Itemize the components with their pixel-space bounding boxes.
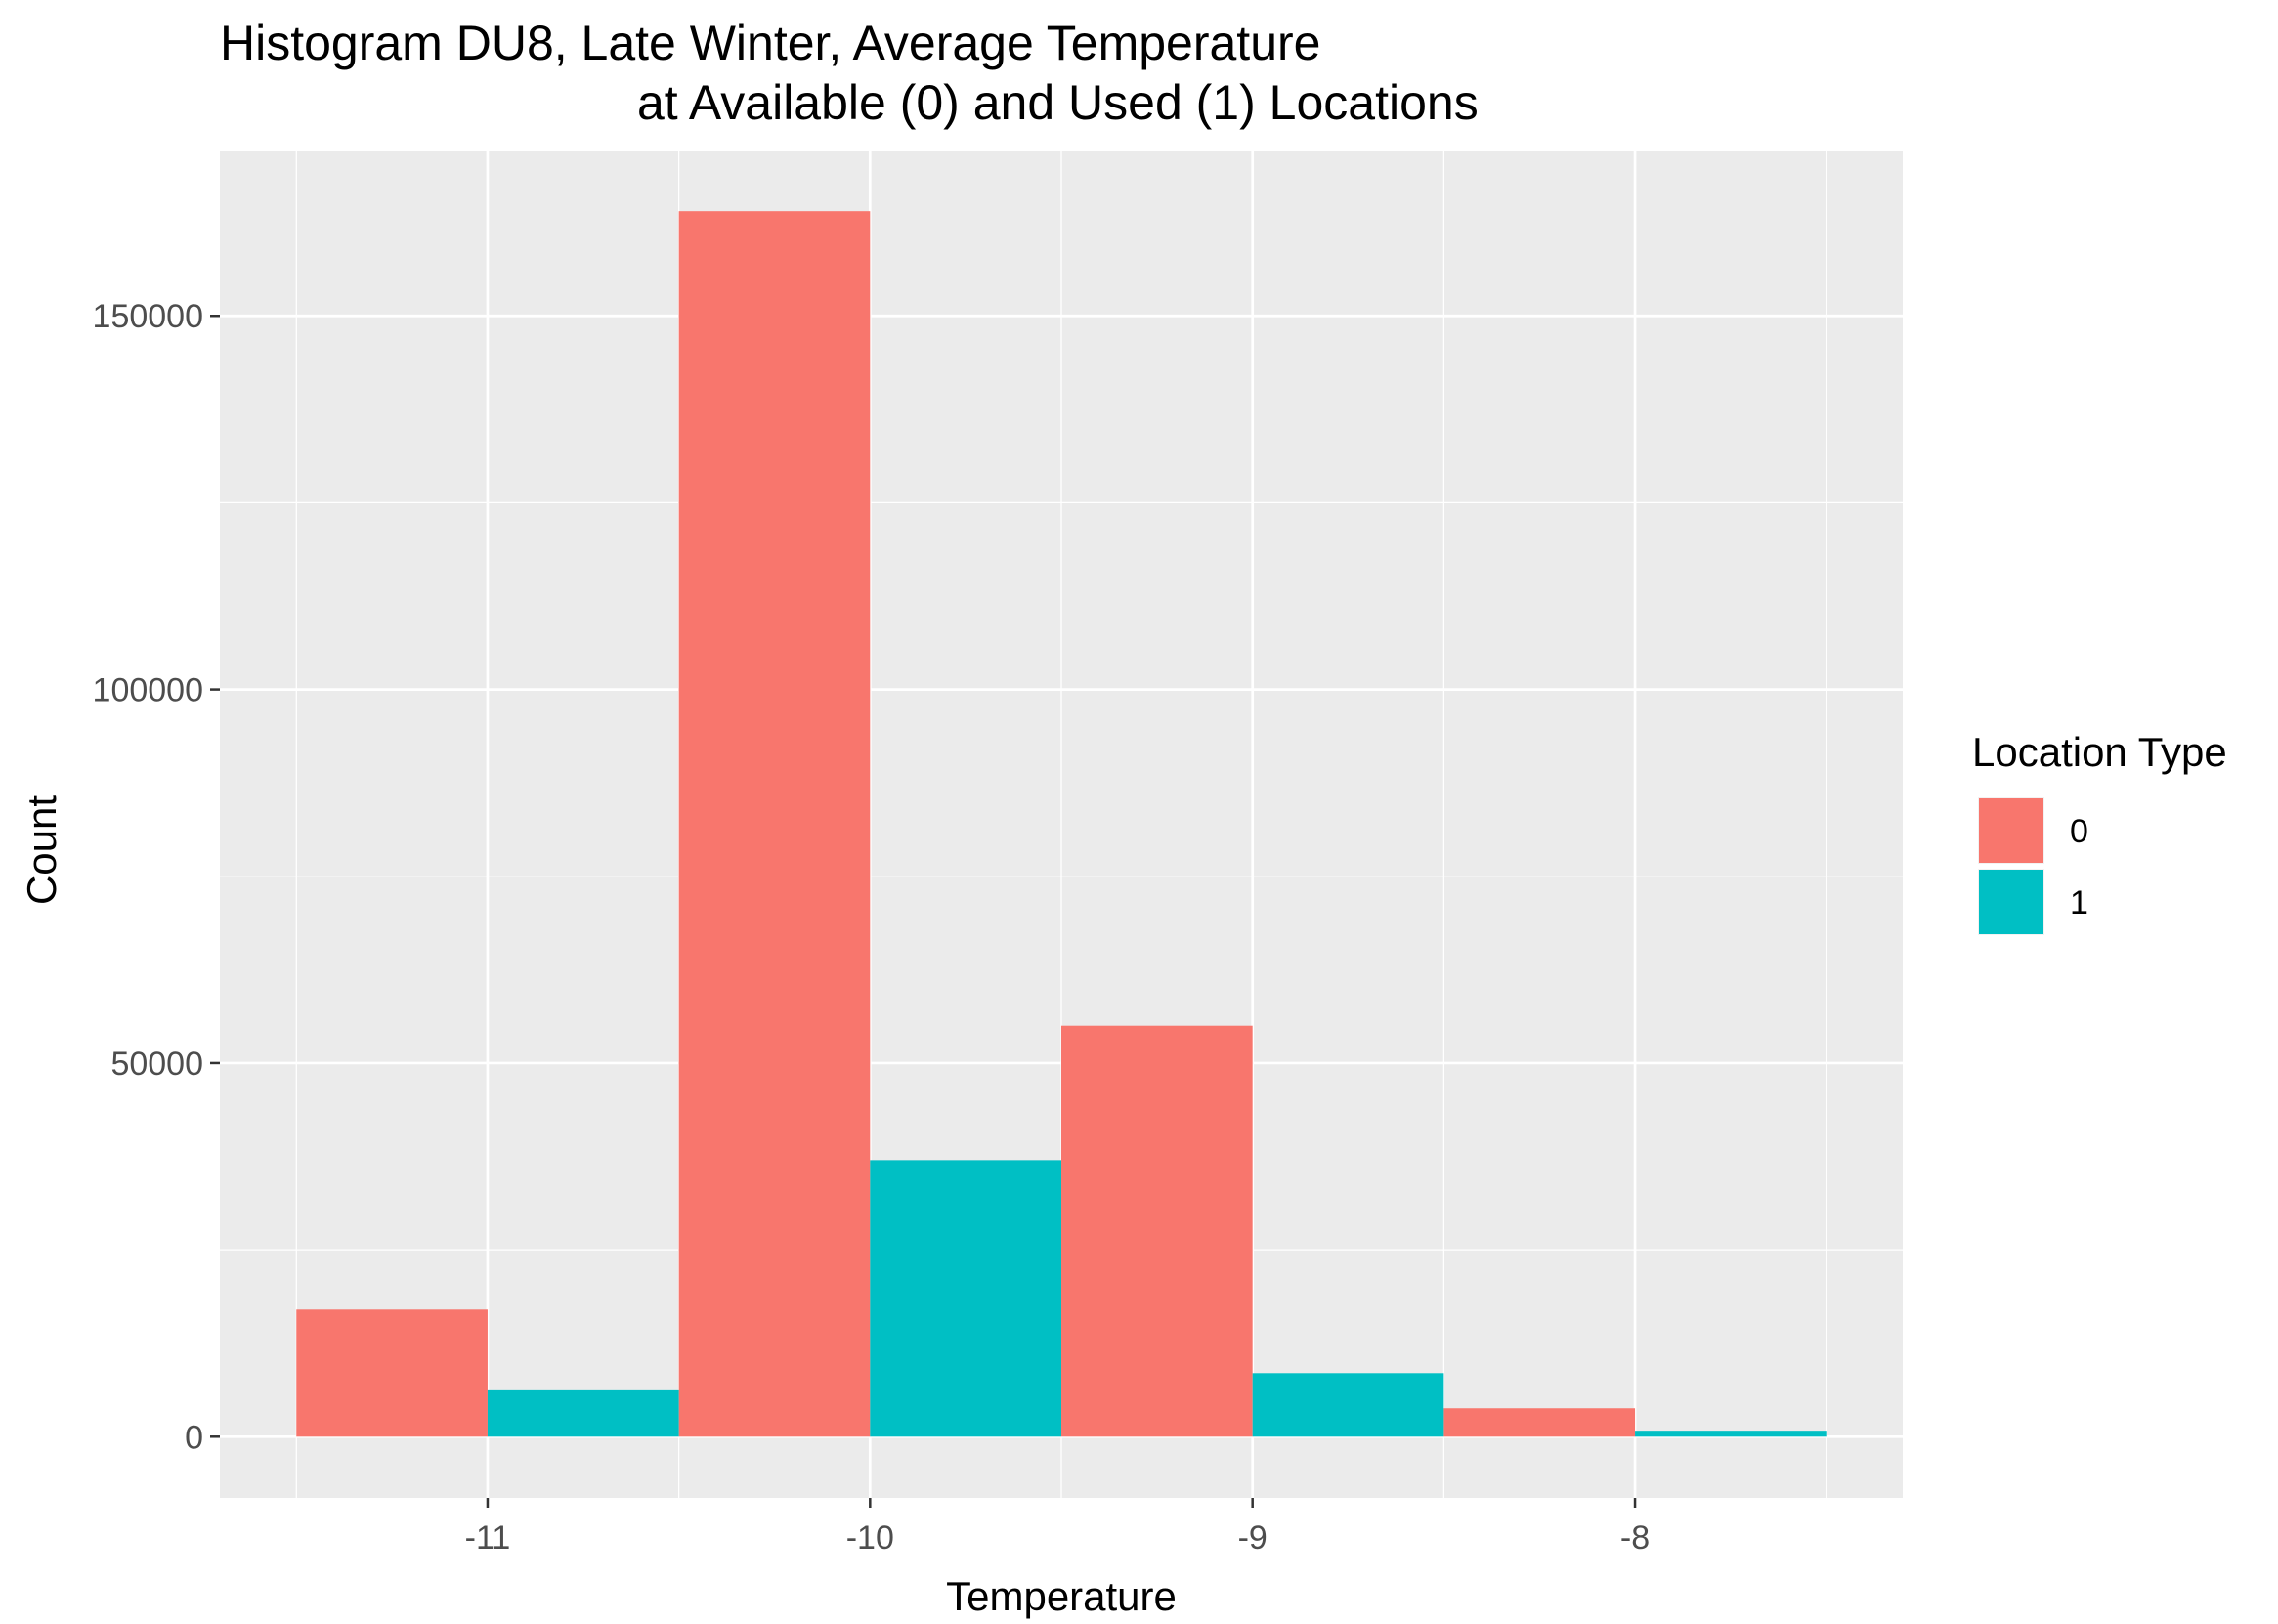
bar-series-1-bin-2 — [1252, 1373, 1444, 1437]
y-axis-title: Count — [19, 795, 64, 905]
bar-series-1-bin-1 — [870, 1160, 1061, 1437]
legend-swatch-1 — [1979, 870, 2043, 934]
bar-series-1-bin-3 — [1635, 1431, 1827, 1437]
x-tick-label-2: -9 — [1238, 1519, 1268, 1557]
bar-series-0-bin-1 — [678, 211, 871, 1437]
histogram-bars — [296, 211, 1827, 1437]
x-axis-title: Temperature — [946, 1573, 1177, 1619]
chart-title: Histogram DU8, Late Winter, Average Temp… — [220, 16, 1479, 130]
legend-items: 01 — [1978, 797, 2088, 935]
x-tick-label-1: -10 — [846, 1519, 894, 1557]
bar-series-1-bin-0 — [487, 1389, 679, 1437]
bar-series-0-bin-0 — [296, 1309, 488, 1437]
chart-title-line-1: Histogram DU8, Late Winter, Average Temp… — [220, 16, 1320, 70]
y-tick-label-1: 50000 — [110, 1046, 203, 1083]
y-tick-label-0: 0 — [185, 1419, 203, 1456]
bar-series-0-bin-3 — [1443, 1408, 1636, 1437]
x-axis-ticks: -11 -10 -9 -8 — [465, 1498, 1650, 1557]
y-axis-ticks: 0 50000 100000 150000 — [93, 298, 220, 1456]
chart-title-line-2: at Available (0) and Used (1) Locations — [637, 75, 1479, 130]
y-tick-label-3: 150000 — [93, 298, 203, 335]
x-tick-label-0: -11 — [465, 1519, 511, 1557]
legend-label-0: 0 — [2070, 813, 2088, 850]
legend: Location Type 01 — [1972, 729, 2227, 935]
x-tick-label-3: -8 — [1620, 1519, 1650, 1557]
y-tick-label-2: 100000 — [93, 672, 203, 709]
legend-label-1: 1 — [2070, 884, 2088, 921]
legend-title: Location Type — [1972, 729, 2227, 775]
bar-series-0-bin-2 — [1061, 1025, 1253, 1437]
legend-swatch-0 — [1979, 798, 2043, 863]
